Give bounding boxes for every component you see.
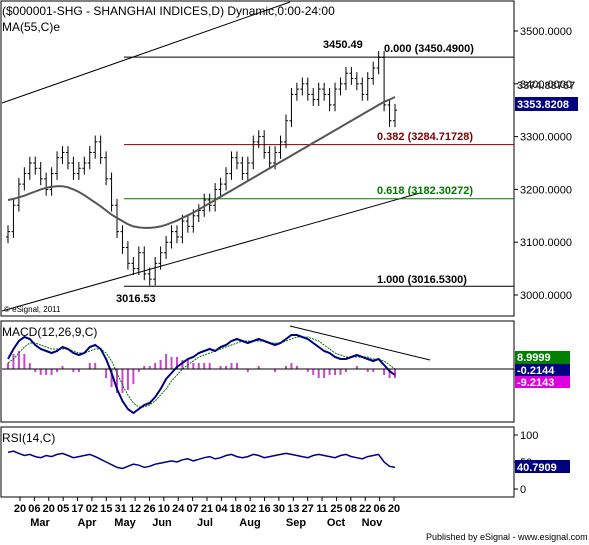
fib-0-label: 0.000 (3450.4900) [384,43,474,55]
x-tick-label-15: 18 [230,503,242,515]
x-tick-label-9: 26 [143,503,155,515]
fib-382-label: 0.382 (3284.71728) [377,131,473,143]
panel-frames [0,0,515,498]
channel-lower [1,192,421,312]
x-tick-label-7: 31 [115,503,127,515]
rsi-tick-label-2: 100 [520,430,538,442]
fib-100-label: 1.000 (3016.5300) [377,274,467,286]
fib-618-label: 0.618 (3182.30272) [377,185,473,197]
chart-title: ($000001-SHG - SHANGHAI INDICES,D) Dynam… [2,4,335,18]
x-tick-label-3: 05 [57,503,69,515]
x-tick-label-20: 27 [302,503,314,515]
macd-signal-line [7,336,396,408]
month-label-8: Nov [362,517,384,529]
rsi-tick-label-0: 0 [520,484,526,496]
month-label-6: Sep [286,517,306,529]
macd-value-tag: 8.9999 [517,352,551,364]
x-tick-label-4: 17 [71,503,83,515]
main-y-axis: 3000.0000 3100.0000 3200.0000 3300.0000 3400… [514,26,572,302]
x-tick-label-23: 08 [345,503,357,515]
x-tick-label-19: 13 [287,503,299,515]
x-tick-label-16: 02 [244,503,256,515]
value-tags: 3374.88767 3353.8208 8.9999 -0.2144 -9.2… [515,80,578,474]
signal-value-box [515,376,570,388]
panel-frame-2 [0,426,515,498]
macd-legend: MACD(12,26,9,C) [2,325,97,339]
high-annotation: 3450.49 [323,39,363,51]
y-tick-label-4: 3400.0000 [520,79,572,91]
rsi-legend: RSI(14,C) [2,431,55,445]
fibonacci-lines [124,56,514,287]
y-tick-label-2: 3200.0000 [520,184,572,196]
x-tick-label-10: 10 [158,503,170,515]
month-label-7: Oct [327,517,346,529]
rsi-line [7,450,396,470]
x-tick-label-25: 06 [373,503,385,515]
price-channel-lines [1,1,421,312]
macd-zero-tag: -0.2144 [517,365,555,377]
macd-line [7,334,396,415]
month-label-0: Mar [30,517,50,529]
ma-55-line [7,96,396,229]
macd-annotations [2,325,514,370]
footer-credit: Published by eSignal - www.esignal.com [426,532,588,542]
x-tick-label-6: 15 [100,503,112,515]
month-label-5: Aug [239,517,260,529]
x-tick-label-26: 20 [388,503,400,515]
rsi-value-box [515,460,570,473]
y-tick-label-5: 3500.0000 [520,26,572,38]
y-tick-label-1: 3100.0000 [520,237,572,249]
x-tick-label-5: 02 [86,503,98,515]
x-tick-label-14: 04 [215,503,228,515]
copyright-label: © eSignal, 2011 [4,305,61,314]
month-label-4: Jul [197,517,213,529]
x-axis: 20 06 20 05 17 02 15 31 12 26 10 24 07 21 04 18 02 16 30 13… [14,497,400,529]
rsi-value-tag: 40.7909 [517,462,557,474]
x-tick-label-2: 20 [43,503,55,515]
x-tick-label-11: 24 [172,503,185,515]
panel-frame-0 [0,0,515,317]
channel-upper [1,1,291,104]
ma-legend: MA(55,C)e [2,20,60,34]
macd-zero-box [515,364,570,376]
x-tick-label-13: 21 [201,503,213,515]
macd-trendline [289,325,431,361]
x-tick-label-22: 25 [330,503,342,515]
macd-value-box [515,351,570,364]
x-tick-label-1: 06 [28,503,40,515]
candlesticks [6,51,397,286]
month-label-3: Jun [152,517,172,529]
x-tick-label-18: 30 [273,503,285,515]
y-tick-label-0: 3000.0000 [520,290,572,302]
x-tick-label-24: 22 [359,503,371,515]
x-tick-label-12: 07 [186,503,198,515]
x-tick-label-17: 16 [258,503,270,515]
panel-frame-1 [0,320,515,423]
ma-value-tag: 3374.88767 [517,80,575,92]
low-annotation: 3016.53 [116,293,156,305]
month-label-2: May [114,517,136,529]
month-label-1: Apr [78,517,98,529]
x-tick-label-0: 20 [14,503,26,515]
x-tick-label-21: 11 [316,503,328,515]
signal-value-tag: -9.2143 [517,377,554,389]
x-tick-label-8: 12 [129,503,141,515]
y-tick-label-3: 3300.0000 [520,132,572,144]
last-price-tag: 3353.8208 [517,99,569,111]
last-price-box [515,97,578,111]
